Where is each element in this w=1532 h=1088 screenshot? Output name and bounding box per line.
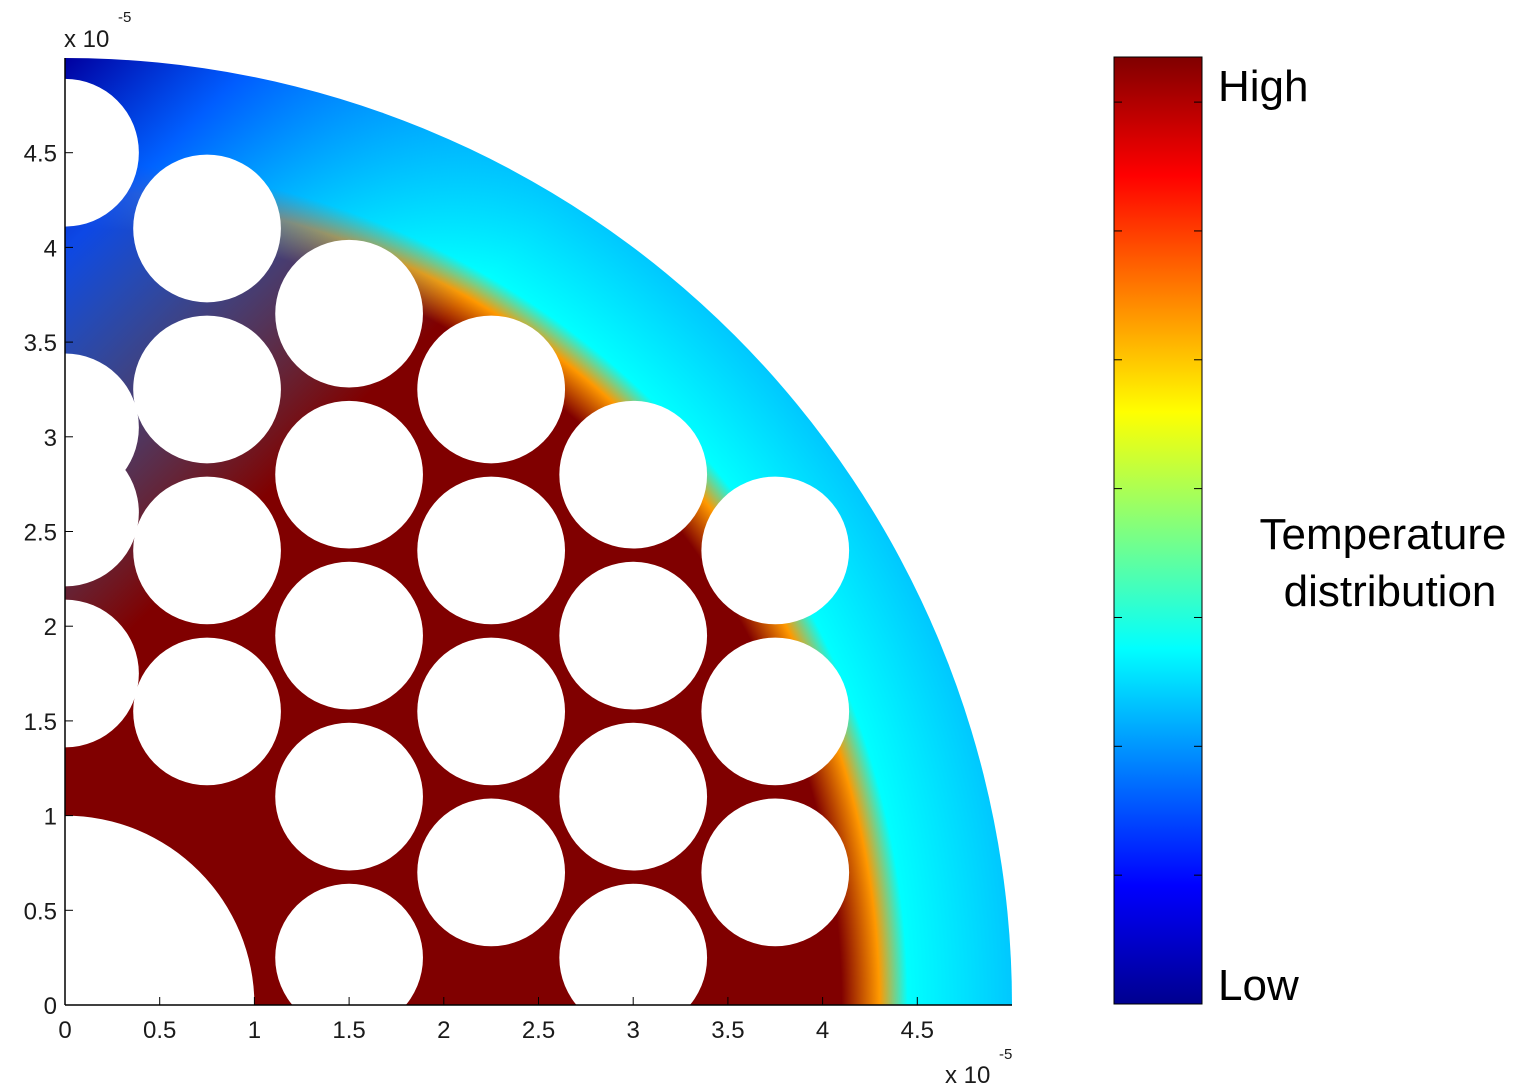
y-tick-label: 4 — [44, 235, 57, 262]
x-multiplier-exponent: -5 — [999, 1046, 1012, 1063]
colorbar-ticks — [1114, 101, 1202, 876]
x-ticks: 0 0.5 1 1.5 2 2.5 3 3.5 4 4.5 — [58, 997, 934, 1044]
y-tick-label: 2 — [44, 614, 57, 641]
y-multiplier-exponent: -5 — [118, 9, 131, 26]
y-multiplier-base: x 10 — [64, 26, 109, 53]
x-tick-label: 0 — [58, 1017, 71, 1044]
x-tick-label: 4.5 — [901, 1017, 934, 1044]
y-tick-label: 3 — [44, 425, 57, 452]
colorbar-low-label: Low — [1218, 961, 1299, 1010]
colorbar-gradient — [1113, 56, 1203, 1005]
y-tick-label: 1.5 — [24, 709, 57, 736]
axes: 0 0.5 1 1.5 2 2.5 3 3.5 4 4.5 0 0.5 1 1.5 2 2.5 3 3.5 4 4.… — [24, 58, 1012, 1044]
y-tick-label: 3.5 — [24, 330, 57, 357]
colorbar-title-line-2: distribution — [1284, 567, 1497, 616]
y-tick-label: 0.5 — [24, 898, 57, 925]
y-tick-label: 4.5 — [24, 141, 57, 168]
colorbar-high-label: High — [1218, 62, 1309, 111]
y-tick-label: 0 — [44, 993, 57, 1020]
x-tick-label: 4 — [816, 1017, 829, 1044]
temperature-field — [65, 58, 1012, 1005]
x-tick-label: 2.5 — [522, 1017, 555, 1044]
y-tick-label: 1 — [44, 804, 57, 831]
x-tick-label: 3.5 — [711, 1017, 744, 1044]
x-multiplier-base: x 10 — [945, 1062, 990, 1088]
x-tick-label: 1.5 — [332, 1017, 365, 1044]
x-tick-label: 0.5 — [143, 1017, 176, 1044]
field-cold-wedge — [65, 58, 1012, 1005]
x-tick-label: 1 — [248, 1017, 261, 1044]
y-axis-multiplier: x 10 -5 — [64, 9, 131, 53]
colorbar-title-line-1: Temperature — [1259, 510, 1506, 559]
x-tick-label: 2 — [437, 1017, 450, 1044]
colorbar: High Low Temperature distribution — [1113, 56, 1507, 1010]
x-axis-multiplier: x 10 -5 — [945, 1046, 1012, 1088]
y-tick-label: 2.5 — [24, 520, 57, 547]
y-ticks: 0 0.5 1 1.5 2 2.5 3 3.5 4 4.5 — [24, 141, 73, 1020]
x-tick-label: 3 — [627, 1017, 640, 1044]
